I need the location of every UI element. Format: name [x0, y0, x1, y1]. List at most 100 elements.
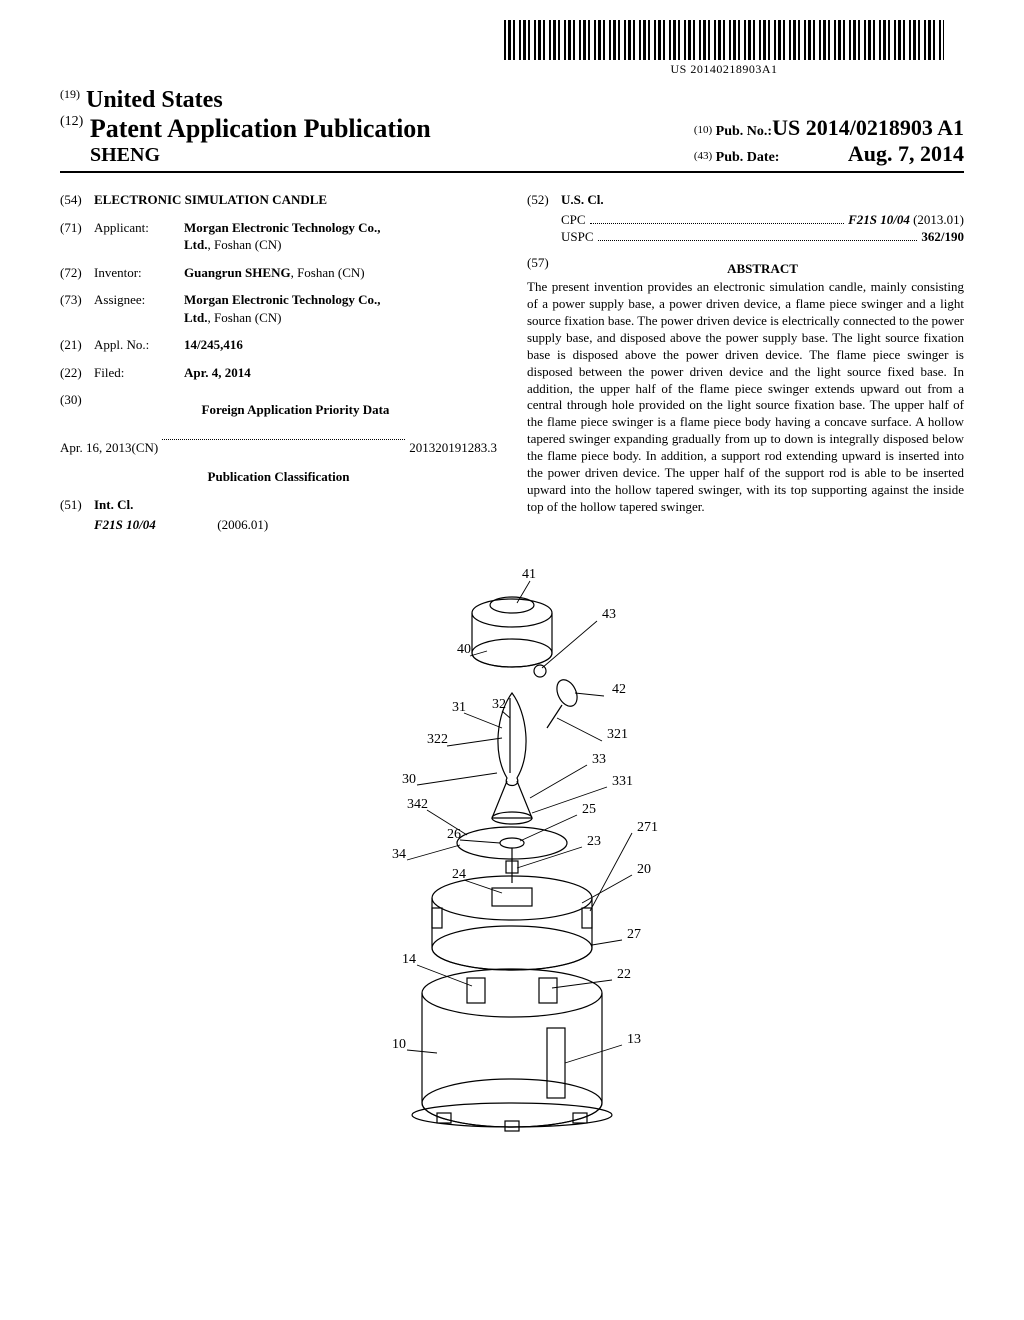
figure-svg: 4143404231323213223330331342252627123342…	[292, 553, 732, 1143]
inventor-label: Inventor:	[94, 264, 184, 282]
body-columns: (54) ELECTRONIC SIMULATION CANDLE (71) A…	[60, 191, 964, 533]
us-cl-label: U.S. Cl.	[561, 191, 604, 209]
assignee-value: Morgan Electronic Technology Co., Ltd., …	[184, 291, 497, 326]
left-column: (54) ELECTRONIC SIMULATION CANDLE (71) A…	[60, 191, 497, 533]
cpc-value: F21S 10/04 (2013.01)	[848, 211, 964, 229]
applicant-row: (71) Applicant: Morgan Electronic Techno…	[60, 219, 497, 254]
appl-no-label: Appl. No.:	[94, 336, 184, 354]
field-number-57: (57)	[527, 254, 561, 272]
barcode-text: US 20140218903A1	[504, 62, 944, 77]
pub-no-label: Pub. No.:	[716, 124, 772, 139]
invention-title: ELECTRONIC SIMULATION CANDLE	[94, 191, 327, 209]
publication-type: Patent Application Publication	[90, 114, 431, 143]
figure-label: 322	[427, 732, 448, 747]
appl-no-value: 14/245,416	[184, 336, 497, 354]
field-number-43: (43)	[694, 150, 712, 162]
figure-label: 30	[402, 772, 416, 787]
pub-no-value: US 2014/0218903 A1	[772, 115, 964, 141]
filed-label: Filed:	[94, 364, 184, 382]
right-column: (52) U.S. Cl. CPC F21S 10/04 (2013.01) U…	[527, 191, 964, 533]
pub-date-label: Pub. Date:	[716, 150, 780, 165]
abstract-text: The present invention provides an electr…	[527, 279, 964, 515]
header-left: (19) United States (12) Patent Applicati…	[60, 87, 431, 167]
title-row: (54) ELECTRONIC SIMULATION CANDLE	[60, 191, 497, 209]
figure-label: 34	[392, 847, 406, 862]
pub-type-line: (12) Patent Application Publication	[60, 114, 431, 144]
uspc-value: 362/190	[921, 228, 964, 246]
int-cl-code: F21S 10/04	[94, 516, 214, 534]
field-number-21: (21)	[60, 336, 94, 354]
pub-date-value: Aug. 7, 2014	[848, 141, 964, 167]
applicant-label: Applicant:	[94, 219, 184, 237]
field-number-72: (72)	[60, 264, 94, 282]
appl-no-row: (21) Appl. No.: 14/245,416	[60, 336, 497, 354]
foreign-priority-heading: Foreign Application Priority Data	[94, 401, 497, 419]
filed-row: (22) Filed: Apr. 4, 2014	[60, 364, 497, 382]
cpc-row: CPC F21S 10/04 (2013.01)	[561, 211, 964, 229]
inventor-row: (72) Inventor: Guangrun SHENG, Foshan (C…	[60, 264, 497, 282]
field-number-12: (12)	[60, 114, 83, 129]
country-name: United States	[86, 87, 223, 113]
filed-value: Apr. 4, 2014	[184, 364, 497, 382]
document-header: (19) United States (12) Patent Applicati…	[60, 87, 964, 173]
figure-label: 24	[452, 867, 466, 882]
int-cl-year: (2006.01)	[217, 517, 268, 532]
pub-date-row: (43) Pub. Date: Aug. 7, 2014	[694, 141, 964, 167]
int-cl-value-row: F21S 10/04 (2006.01)	[94, 516, 497, 534]
figure-label: 331	[612, 774, 633, 789]
figure-label: 41	[522, 567, 536, 582]
author-name: SHENG	[90, 144, 431, 167]
figure-label: 22	[617, 967, 631, 982]
field-number-54: (54)	[60, 191, 94, 209]
abstract-heading-row: (57) ABSTRACT	[527, 254, 964, 278]
int-cl-row: (51) Int. Cl.	[60, 496, 497, 514]
figure-label: 32	[492, 697, 506, 712]
figure-label: 25	[582, 802, 596, 817]
int-cl-label: Int. Cl.	[94, 496, 133, 514]
us-cl-row: (52) U.S. Cl.	[527, 191, 964, 209]
classification-heading: Publication Classification	[60, 468, 497, 486]
field-number-52: (52)	[527, 191, 561, 209]
assignee-label: Assignee:	[94, 291, 184, 309]
figure-label: 321	[607, 727, 628, 742]
figure-label: 23	[587, 834, 601, 849]
header-right: (10) Pub. No.: US 2014/0218903 A1 (43) P…	[694, 115, 964, 167]
dot-leader	[598, 240, 918, 241]
figure-label: 27	[627, 927, 641, 942]
dot-leader	[590, 223, 844, 224]
uspc-label: USPC	[561, 228, 594, 246]
applicant-value: Morgan Electronic Technology Co., Ltd., …	[184, 219, 497, 254]
field-number-71: (71)	[60, 219, 94, 237]
figure-label: 31	[452, 700, 466, 715]
field-number-22: (22)	[60, 364, 94, 382]
field-number-73: (73)	[60, 291, 94, 309]
foreign-priority-heading-row: (30) Foreign Application Priority Data	[60, 391, 497, 429]
figure-label: 14	[402, 952, 416, 967]
figure-label: 20	[637, 862, 651, 877]
priority-data-row: Apr. 16, 2013 (CN) 201320191283.3	[60, 439, 497, 457]
uspc-row: USPC 362/190	[561, 228, 964, 246]
assignee-row: (73) Assignee: Morgan Electronic Technol…	[60, 291, 497, 326]
pub-no-row: (10) Pub. No.: US 2014/0218903 A1	[694, 115, 964, 141]
figure-label: 43	[602, 607, 616, 622]
figure-label: 26	[447, 827, 461, 842]
patent-figure: 4143404231323213223330331342252627123342…	[60, 553, 964, 1143]
figure-label: 10	[392, 1037, 406, 1052]
field-number-19: (19)	[60, 87, 80, 101]
figure-label: 13	[627, 1032, 641, 1047]
priority-number: 201320191283.3	[409, 439, 497, 457]
dot-leader	[162, 439, 405, 440]
figure-label: 342	[407, 797, 428, 812]
country-line: (19) United States	[60, 87, 431, 114]
field-number-30: (30)	[60, 391, 94, 409]
figure-label: 33	[592, 752, 606, 767]
field-number-51: (51)	[60, 496, 94, 514]
priority-date: Apr. 16, 2013	[60, 439, 132, 457]
barcode-region: US 20140218903A1	[504, 20, 944, 77]
priority-country: (CN)	[132, 439, 159, 457]
inventor-value: Guangrun SHENG, Foshan (CN)	[184, 264, 497, 282]
abstract-heading: ABSTRACT	[561, 260, 964, 278]
figure-label: 40	[457, 642, 471, 657]
figure-label: 42	[612, 682, 626, 697]
cpc-label: CPC	[561, 211, 586, 229]
